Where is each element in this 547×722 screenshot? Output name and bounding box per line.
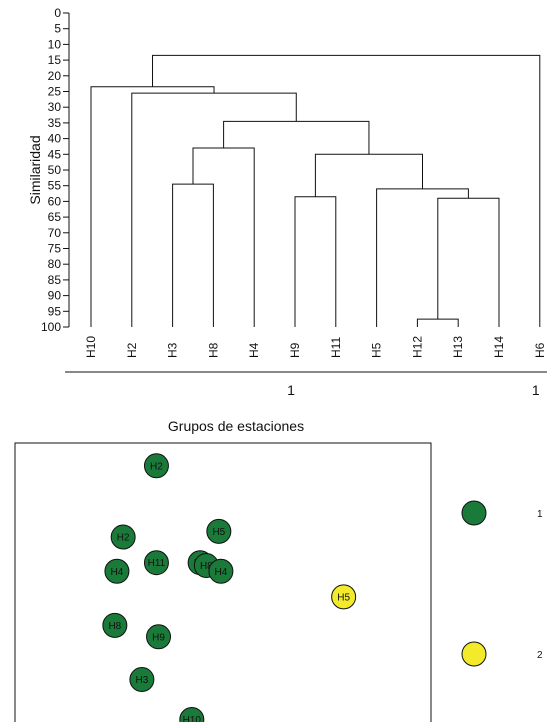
leaf-labels: H10 H2 H3 H8 H4 H9 H11 H5 H12 H13 H14 H6 bbox=[84, 336, 547, 358]
y-tick-label: 15 bbox=[48, 53, 62, 67]
point-label: H5 bbox=[337, 592, 350, 603]
point-label: H10 bbox=[183, 715, 202, 722]
scatter-point bbox=[206, 518, 232, 544]
leaf-label-h12: H12 bbox=[410, 336, 424, 358]
y-axis-title: Similaridad bbox=[27, 135, 43, 204]
leaf-label-h11: H11 bbox=[329, 337, 343, 358]
y-tick-label: 25 bbox=[48, 85, 62, 99]
y-tick-label: 10 bbox=[48, 37, 62, 51]
dendrogram-link bbox=[416, 318, 459, 327]
dendrogram-link bbox=[192, 147, 255, 327]
y-tick-label: 20 bbox=[48, 69, 62, 83]
point-label: H2 bbox=[117, 533, 130, 544]
y-tick-label: 55 bbox=[48, 179, 62, 193]
dendrogram: Similaridad 0510152025303540455055606570… bbox=[27, 6, 547, 398]
dendrogram-link bbox=[172, 183, 214, 327]
y-tick-label: 40 bbox=[48, 132, 62, 146]
leaf-label-h9: H9 bbox=[288, 342, 302, 358]
y-tick-label: 45 bbox=[48, 147, 62, 161]
scatter-point bbox=[331, 584, 357, 610]
dendrogram-link bbox=[376, 188, 469, 327]
group-label: 1 bbox=[287, 382, 295, 398]
group-label: 1 bbox=[532, 382, 540, 398]
leaf-label-h8: H8 bbox=[206, 342, 220, 358]
y-tick-label: 90 bbox=[48, 289, 62, 303]
point-label: H8 bbox=[200, 561, 213, 572]
y-ticks: 0510152025303540455055606570758085909510… bbox=[41, 6, 69, 334]
dendrogram-link bbox=[314, 153, 423, 197]
y-tick-label: 30 bbox=[48, 100, 62, 114]
y-tick-label: 60 bbox=[48, 194, 62, 208]
leaf-label-h13: H13 bbox=[451, 336, 465, 358]
y-tick-label: 0 bbox=[54, 6, 61, 20]
dendrogram-link bbox=[437, 197, 500, 327]
scatter-point bbox=[208, 558, 234, 584]
scatter-point bbox=[129, 667, 155, 693]
legend-label: 2 bbox=[537, 650, 543, 661]
dendrogram-link bbox=[131, 92, 297, 327]
leaf-label-h3: H3 bbox=[166, 342, 180, 358]
dendrogram-link bbox=[152, 54, 541, 327]
y-tick-label: 95 bbox=[48, 304, 62, 318]
scatter-point bbox=[179, 706, 205, 722]
y-tick-label: 80 bbox=[48, 257, 62, 271]
point-label: H8 bbox=[108, 621, 121, 632]
y-tick-label: 50 bbox=[48, 163, 62, 177]
scatter-plot: Grupos de estaciones H2H5H2H11H8H8H4H4H5… bbox=[14, 418, 543, 722]
point-label: H4 bbox=[215, 567, 228, 578]
y-tick-label: 5 bbox=[54, 22, 61, 36]
leaf-label-h4: H4 bbox=[247, 342, 261, 358]
point-label: H9 bbox=[152, 632, 165, 643]
legend: 12 bbox=[461, 500, 543, 667]
dendrogram-link bbox=[90, 86, 215, 327]
leaf-label-h2: H2 bbox=[125, 342, 139, 358]
scatter-point bbox=[146, 624, 172, 650]
y-tick-label: 85 bbox=[48, 273, 62, 287]
dendrogram-link bbox=[294, 196, 337, 327]
legend-label: 1 bbox=[537, 509, 543, 520]
scatter-title: Grupos de estaciones bbox=[168, 418, 304, 434]
leaf-label-h14: H14 bbox=[492, 336, 506, 358]
y-tick-label: 65 bbox=[48, 210, 62, 224]
legend-swatch bbox=[461, 500, 487, 526]
point-label: H2 bbox=[150, 461, 163, 472]
leaf-label-h10: H10 bbox=[84, 336, 98, 358]
y-tick-label: 100 bbox=[41, 320, 61, 334]
scatter-points: H2H5H2H11H8H8H4H4H5H8H9H3H10 bbox=[102, 453, 357, 722]
y-tick-label: 75 bbox=[48, 242, 62, 256]
scatter-point bbox=[143, 550, 169, 576]
point-label: H5 bbox=[212, 527, 225, 538]
scatter-point bbox=[143, 453, 169, 479]
dendrogram-links bbox=[90, 54, 541, 327]
legend-swatch bbox=[461, 641, 487, 667]
point-label: H4 bbox=[111, 567, 124, 578]
point-label: H3 bbox=[135, 675, 148, 686]
scatter-frame bbox=[14, 442, 432, 722]
scatter-point bbox=[104, 558, 130, 584]
point-label: H11 bbox=[148, 558, 166, 569]
scatter-point bbox=[102, 612, 128, 638]
dendrogram-link bbox=[223, 120, 370, 155]
leaf-label-h5: H5 bbox=[370, 342, 384, 358]
scatter-point bbox=[110, 524, 136, 550]
y-tick-label: 35 bbox=[48, 116, 62, 130]
leaf-label-h6: H6 bbox=[533, 342, 547, 358]
y-tick-label: 70 bbox=[48, 226, 62, 240]
